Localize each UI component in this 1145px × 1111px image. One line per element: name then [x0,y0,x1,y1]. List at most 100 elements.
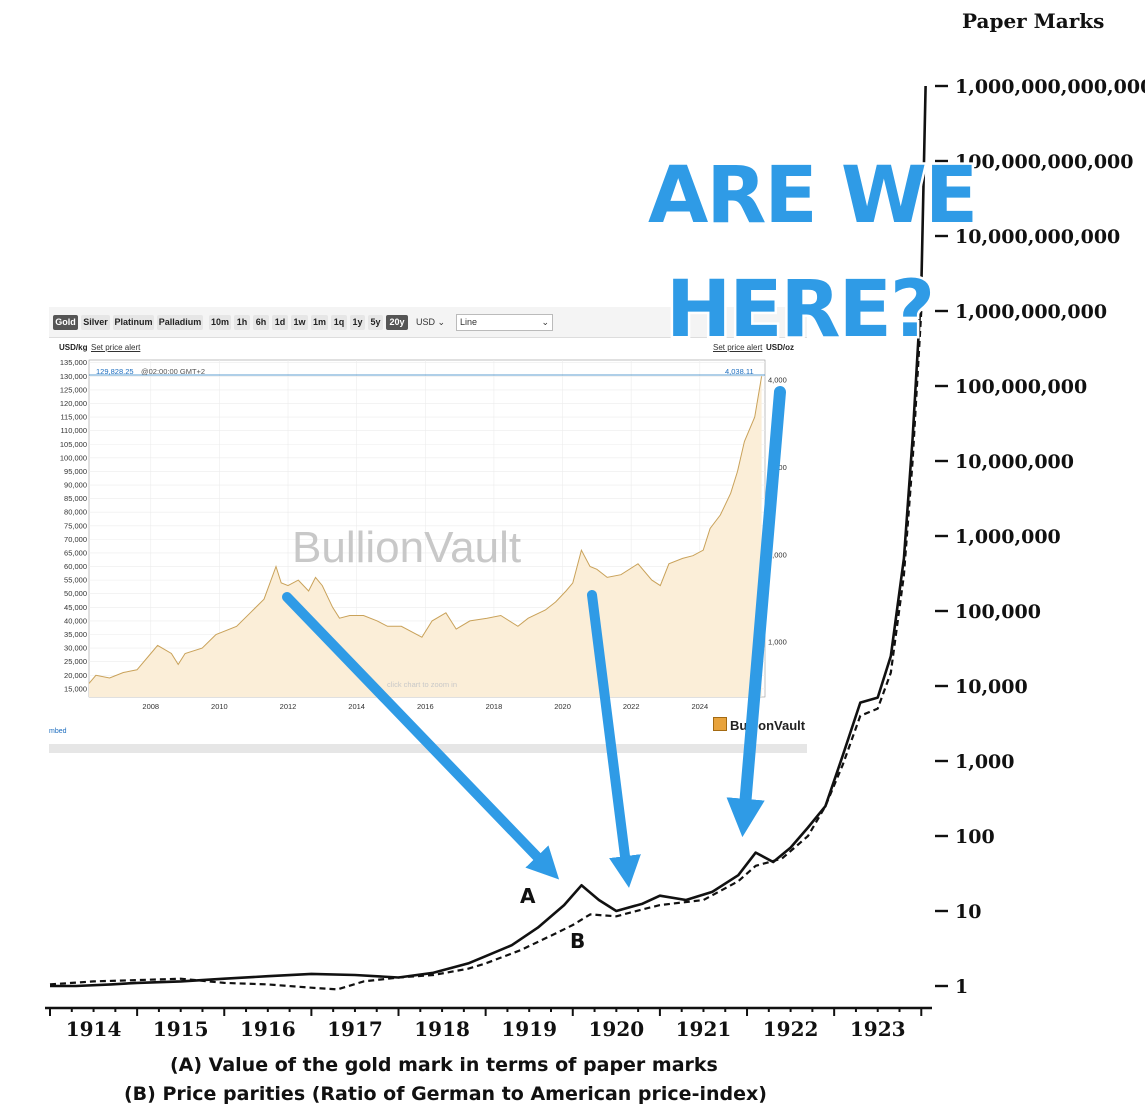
unit-oz-label: USD/oz [766,343,794,352]
left-y-tick: 75,000 [64,521,87,530]
left-y-tick: 60,000 [64,562,87,571]
widget-x-tick: 2008 [142,702,159,711]
left-y-tick: 20,000 [64,671,87,680]
widget-x-tick: 2024 [691,702,708,711]
left-y-axis: 135,000 130,000 125,000 120,000 115,000 110,0… [60,358,87,693]
x-tick-label: 1921 [676,1017,732,1041]
range-1h-button[interactable]: 1h [234,315,250,330]
y-tick-label: 1,000,000,000 [955,301,1107,323]
series-line-b [49,310,923,991]
right-y-tick: 2,000 [768,550,787,559]
chevron-down-icon: ⌄ [437,317,446,327]
price-alert-link-right[interactable]: Set price alert [713,343,763,352]
x-tick-label: 1914 [66,1017,122,1041]
current-price-kg: 129,828.25 [96,367,134,376]
y-tick-label: 1,000,000 [955,526,1061,548]
right-y-axis: 4,000 3,000 2,000 1,000 [768,376,787,647]
left-y-tick: 40,000 [64,616,87,625]
widget-toolbar: Gold Silver Platinum Palladium 10m 1h 6h… [49,307,807,338]
y-tick-label: 100 [955,826,995,848]
metal-palladium-button[interactable]: Palladium [157,315,203,330]
y-tick-label: 100,000 [955,601,1041,623]
unit-kg-label: USD/kg [59,343,88,352]
watermark: BullionVault [292,523,522,572]
widget-x-tick: 2010 [211,702,228,711]
metal-silver-button[interactable]: Silver [81,315,110,330]
y-tick-label: 10 [955,901,981,923]
left-y-tick: 125,000 [60,385,87,394]
x-tick-label: 1918 [414,1017,470,1041]
left-y-tick: 100,000 [60,453,87,462]
brand-logo[interactable]: BullionVault [713,717,805,733]
current-price-oz: 4,038.11 [725,367,754,376]
zoom-hint: click chart to zoom in [387,680,457,689]
chart-mode-select[interactable]: Line ⌄ [456,314,553,331]
x-tick-label: 1916 [240,1017,296,1041]
chevron-down-icon: ⌄ [541,317,549,327]
currency-select[interactable]: USD ⌄ [416,315,450,330]
left-y-tick: 25,000 [64,657,87,666]
left-y-tick: 35,000 [64,630,87,639]
series-label-b: B [570,929,585,953]
widget-x-tick: 2012 [280,702,297,711]
price-alert-link-left[interactable]: Set price alert [91,343,141,352]
left-y-tick: 115,000 [60,413,87,422]
y-tick-label: 1,000,000,000,000 [955,76,1145,98]
current-time: @02:00:00 GMT+2 [141,367,205,376]
left-y-tick: 30,000 [64,644,87,653]
y-tick-label: 100,000,000,000 [955,151,1134,173]
widget-x-tick: 2018 [486,702,503,711]
left-y-tick: 80,000 [64,508,87,517]
series-label-a: A [520,884,536,908]
range-5y-button[interactable]: 5y [368,315,383,330]
left-y-tick: 130,000 [60,372,87,381]
y-tick-label: 10,000 [955,676,1028,698]
metal-gold-button[interactable]: Gold [53,315,78,330]
range-1m-button[interactable]: 1m [311,315,328,330]
left-y-tick: 65,000 [64,548,87,557]
y-tick-label: 10,000,000,000 [955,226,1120,248]
left-y-tick: 15,000 [64,684,87,693]
left-y-tick: 55,000 [64,576,87,585]
widget-x-tick: 2016 [417,702,434,711]
caption-b: (B) Price parities (Ratio of German to A… [124,1083,767,1105]
y-tick-label: 1,000 [955,751,1015,773]
range-1d-button[interactable]: 1d [272,315,288,330]
x-axis: 1914 1915 1916 1917 1918 1919 1920 1921 1922 1923 [45,1006,932,1041]
range-10m-button[interactable]: 10m [209,315,231,330]
left-y-tick: 135,000 [60,358,87,367]
caption-a: (A) Value of the gold mark in terms of p… [170,1054,718,1076]
range-1q-button[interactable]: 1q [331,315,347,330]
range-1y-button[interactable]: 1y [350,315,365,330]
series-line-a [50,85,927,988]
widget-x-tick: 2020 [554,702,571,711]
left-y-tick: 70,000 [64,535,87,544]
y-tick-label: 100,000,000 [955,376,1087,398]
y-axis: 1 10 100 1,000 10,000 100,000 1,000,000 10,000,… [935,76,1145,998]
widget-x-axis: 2008 2010 2012 2014 2016 2018 2020 2022 2024 [142,702,708,711]
brand-name: BullionVault [730,718,806,733]
range-20y-button[interactable]: 20y [386,315,408,330]
x-tick-label: 1917 [327,1017,383,1041]
left-y-tick: 85,000 [64,494,87,503]
y-tick-label: 10,000,000 [955,451,1074,473]
range-6h-button[interactable]: 6h [253,315,269,330]
x-tick-label: 1920 [589,1017,645,1041]
widget-bottom-strip [49,744,807,753]
left-y-tick: 110,000 [60,426,87,435]
widget-x-tick: 2014 [348,702,365,711]
left-y-tick: 120,000 [60,399,87,408]
widget-x-tick: 2022 [623,702,640,711]
left-y-tick: 95,000 [64,467,87,476]
y-axis-title: Paper Marks [962,9,1104,33]
embed-link[interactable]: mbed [49,728,67,735]
left-y-tick: 50,000 [64,589,87,598]
x-tick-label: 1919 [501,1017,557,1041]
currency-value: USD [416,317,436,327]
range-1w-button[interactable]: 1w [291,315,308,330]
y-tick-label: 1 [955,976,968,998]
metal-platinum-button[interactable]: Platinum [113,315,154,330]
x-tick-label: 1915 [153,1017,209,1041]
x-tick-label: 1923 [850,1017,906,1041]
